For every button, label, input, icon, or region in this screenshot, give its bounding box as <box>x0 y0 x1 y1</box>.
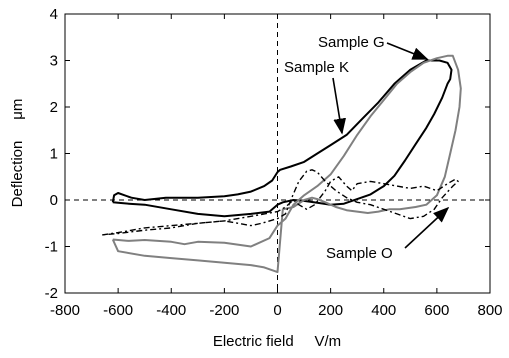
y-tick-label: 3 <box>50 53 58 70</box>
annotation-sample-k: Sample K <box>284 59 349 76</box>
y-tick-label: 4 <box>50 6 58 23</box>
series-line-sample-o <box>102 169 459 236</box>
annotation-sample-o: Sample O <box>326 245 393 262</box>
zero-reference-lines <box>65 14 490 293</box>
annotation-bg <box>323 244 397 262</box>
x-tick-label: 400 <box>371 302 396 319</box>
series-line-sample-g <box>111 54 462 274</box>
x-tick-label: -800 <box>50 302 80 319</box>
y-tick-label: 1 <box>50 146 58 163</box>
annotation-bg <box>315 33 389 51</box>
y-tick-label: 0 <box>50 192 58 209</box>
annotation-bg <box>281 58 355 76</box>
y-axis-title: Deflection μm <box>9 99 26 208</box>
annotation-sample-g: Sample G <box>318 34 385 51</box>
annotation-arrow-sample-o <box>404 206 450 249</box>
x-tick-label: -400 <box>156 302 186 319</box>
x-axis-title: Electric field V/m <box>213 333 341 350</box>
annotation-arrow-sample-k <box>332 77 346 135</box>
series-layer <box>102 54 462 274</box>
series-line-sample-k <box>111 59 453 218</box>
annotations-layer: Sample G Sample K Sample O <box>281 33 450 262</box>
x-tick-label: 0 <box>273 302 281 319</box>
x-tick-label: 800 <box>477 302 502 319</box>
x-tick-label: -200 <box>209 302 239 319</box>
y-tick-label: 2 <box>50 99 58 116</box>
y-tick-label: -1 <box>45 239 58 256</box>
tick-labels-layer: -800 -600 -400 -200 0 200 400 600 800 -2 -1 0 1 2 3 4 <box>45 6 503 319</box>
y-tick-label: -2 <box>45 285 58 302</box>
annotation-arrow-sample-g <box>386 42 429 60</box>
x-tick-label: -600 <box>103 302 133 319</box>
ticks-layer <box>64 13 491 294</box>
x-tick-label: 600 <box>424 302 449 319</box>
x-tick-label: 200 <box>318 302 343 319</box>
